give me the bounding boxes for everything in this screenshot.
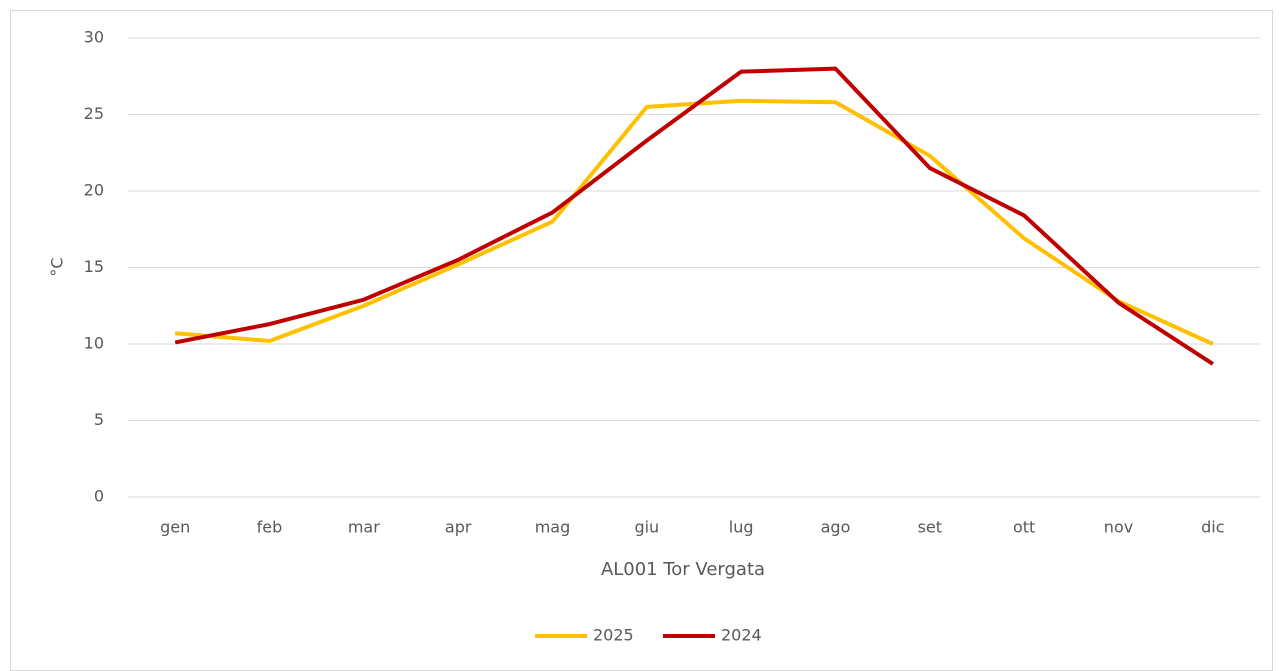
y-tick-label: 15 <box>84 257 104 276</box>
y-tick-label: 0 <box>94 487 104 506</box>
x-tick-label: feb <box>257 518 283 537</box>
x-axis-title: AL001 Tor Vergata <box>601 559 765 580</box>
x-tick-label: dic <box>1201 518 1224 537</box>
y-tick-label: 5 <box>94 410 104 429</box>
x-tick-label: nov <box>1104 518 1133 537</box>
chart-border <box>10 10 1273 671</box>
x-tick-label: ago <box>821 518 851 537</box>
x-tick-label: apr <box>445 518 472 537</box>
x-tick-label: set <box>918 518 942 537</box>
y-tick-label: 20 <box>84 181 104 200</box>
x-tick-label: mar <box>348 518 380 537</box>
y-tick-label: 30 <box>84 28 104 47</box>
x-tick-label: giu <box>634 518 659 537</box>
x-tick-label: gen <box>160 518 190 537</box>
y-tick-label: 25 <box>84 104 104 123</box>
y-tick-label: 10 <box>84 334 104 353</box>
legend-label: 2025 <box>593 626 634 645</box>
x-tick-label: ott <box>1013 518 1035 537</box>
x-tick-label: mag <box>535 518 571 537</box>
x-tick-label: lug <box>729 518 754 537</box>
y-axis-title: °C <box>48 257 67 276</box>
legend-label: 2024 <box>721 626 762 645</box>
series-line <box>174 66 1214 366</box>
